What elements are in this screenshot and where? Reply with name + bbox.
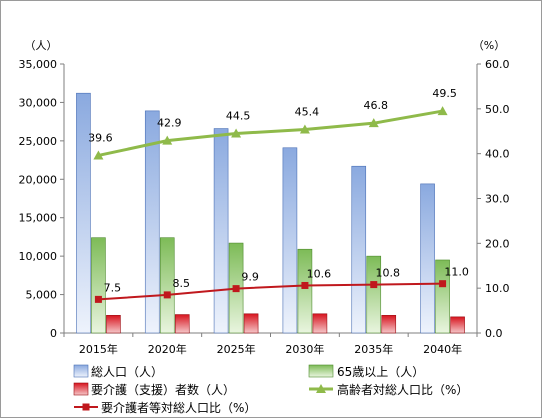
legend-label-care-recipients: 要介護（支援）者数（人） xyxy=(91,382,235,397)
x-tick-label: 2015年 xyxy=(79,342,118,356)
elderly-ratio-data-label: 44.5 xyxy=(226,109,251,122)
elderly-ratio-data-label: 42.9 xyxy=(157,117,182,130)
left-tick-label: 15,000 xyxy=(19,212,58,225)
care-ratio-data-label: 10.8 xyxy=(376,267,401,280)
right-tick-label: 20.0 xyxy=(485,237,510,250)
right-tick-label: 10.0 xyxy=(485,282,510,295)
bar-total-population xyxy=(76,92,91,334)
bar-care-recipients xyxy=(381,315,397,334)
elderly-ratio-marker xyxy=(162,135,173,145)
bar-total-population xyxy=(420,183,435,334)
bar-total-population xyxy=(213,128,229,334)
elderly-ratio-marker xyxy=(299,124,310,134)
x-tick-label: 2040年 xyxy=(423,342,462,356)
legend-swatch-care-recipients xyxy=(73,382,89,396)
legend-marker-elderly-ratio xyxy=(316,384,326,393)
care-ratio-marker xyxy=(370,281,378,289)
bar-total-population xyxy=(351,165,367,334)
elderly-ratio-marker xyxy=(231,128,242,138)
left-tick-label: 5,000 xyxy=(26,289,58,302)
bar-care-recipients xyxy=(450,316,465,334)
care-ratio-marker xyxy=(163,291,171,299)
bar-age65-plus xyxy=(366,255,382,334)
care-ratio-marker xyxy=(301,281,309,289)
axes: 0 5,000 10,000 15,000 20,000 25,000 30,000 35,0… xyxy=(19,39,510,356)
bar-age65-plus xyxy=(297,248,313,334)
bar-age65-plus xyxy=(91,237,106,334)
bar-care-recipients xyxy=(243,313,259,334)
care-ratio-line xyxy=(98,282,443,301)
right-tick-label: 30.0 xyxy=(485,193,510,206)
legend-label-care-ratio: 要介護者等対総人口比（%） xyxy=(101,400,256,415)
bar-care-recipients xyxy=(174,314,190,334)
elderly-ratio-data-label: 49.5 xyxy=(432,87,457,100)
elderly-ratio-data-label: 46.8 xyxy=(364,99,389,112)
bar-care-recipients xyxy=(106,315,121,334)
lines xyxy=(93,106,448,303)
legend-label-age65-plus: 65歳以上（人） xyxy=(337,365,424,379)
right-tick-label: 40.0 xyxy=(485,148,510,161)
bar-total-population xyxy=(144,110,160,334)
legend-swatch-age65-plus xyxy=(308,364,334,378)
legend-marker-care-ratio xyxy=(82,403,90,411)
care-ratio-data-label: 9.9 xyxy=(241,271,259,284)
legend: 総人口（人） 65歳以上（人） 要介護（支援）者数（人） 高齢者対総人口比（%） 要介護… xyxy=(73,364,468,415)
left-tick-label: 35,000 xyxy=(19,58,58,71)
x-tick-label: 2030年 xyxy=(285,342,324,356)
care-ratio-data-label: 7.5 xyxy=(104,281,122,294)
x-tick-label: 2035年 xyxy=(354,342,393,356)
care-ratio-data-label: 10.6 xyxy=(307,267,332,280)
right-tick-label: 50.0 xyxy=(485,103,510,116)
right-tick-label: 60.0 xyxy=(485,58,510,71)
bar-age65-plus xyxy=(435,259,450,334)
elderly-ratio-line xyxy=(98,109,443,157)
elderly-ratio-data-label: 39.6 xyxy=(88,131,113,144)
legend-swatch-total-population xyxy=(73,364,89,378)
x-tick-label: 2025年 xyxy=(217,342,256,356)
bar-care-recipients xyxy=(312,313,328,334)
care-ratio-marker xyxy=(94,295,102,303)
bar-total-population xyxy=(282,147,298,334)
elderly-ratio-marker xyxy=(93,150,104,160)
care-ratio-marker xyxy=(439,280,447,288)
right-tick-label: 0.0 xyxy=(485,327,503,340)
care-ratio-data-label: 11.0 xyxy=(444,266,469,279)
care-ratio-data-label: 8.5 xyxy=(173,277,191,290)
legend-label-elderly-ratio: 高齢者対総人口比（%） xyxy=(337,382,468,397)
left-tick-label: 10,000 xyxy=(19,250,58,263)
elderly-ratio-marker xyxy=(437,106,448,116)
left-tick-label: 25,000 xyxy=(19,135,58,148)
elderly-ratio-marker xyxy=(368,118,379,128)
x-tick-label: 2020年 xyxy=(148,342,187,356)
elderly-ratio-data-label: 45.4 xyxy=(295,105,320,118)
left-tick-label: 20,000 xyxy=(19,173,58,186)
left-axis-unit: （人） xyxy=(25,39,58,52)
right-axis-unit: （%） xyxy=(473,39,505,52)
left-tick-label: 30,000 xyxy=(19,96,58,109)
legend-label-total-population: 総人口（人） xyxy=(91,365,163,379)
care-ratio-marker xyxy=(232,285,240,293)
left-tick-label: 0 xyxy=(50,327,57,340)
bar-age65-plus xyxy=(159,237,175,334)
data-labels: 39.6 42.9 44.5 45.4 46.8 49.5 7.5 8.5 9.9 10.6 10.… xyxy=(88,87,469,294)
